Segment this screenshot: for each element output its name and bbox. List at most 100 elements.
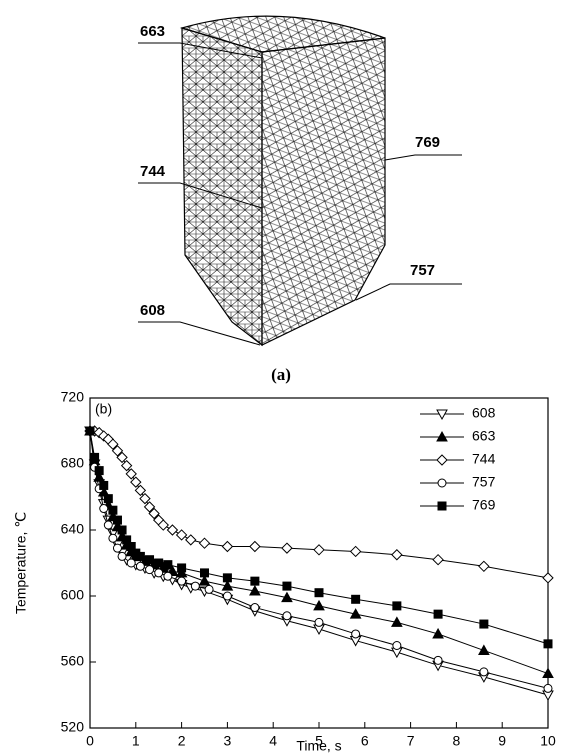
- marker: [191, 582, 199, 590]
- marker: [140, 494, 150, 504]
- marker: [314, 545, 324, 555]
- x-tick-label: 5: [315, 733, 323, 749]
- marker: [131, 477, 141, 487]
- y-tick-label: 560: [61, 653, 85, 669]
- marker: [205, 585, 213, 593]
- marker: [136, 562, 144, 570]
- legend: 608 663 744 757 769: [420, 405, 496, 513]
- marker: [135, 485, 145, 495]
- marker: [155, 559, 163, 567]
- marker: [393, 602, 401, 610]
- x-tick-label: 10: [540, 733, 556, 749]
- marker: [479, 645, 489, 654]
- marker: [437, 455, 447, 465]
- marker: [351, 546, 361, 556]
- leader-line: [356, 284, 462, 300]
- legend-label: 757: [472, 474, 496, 490]
- marker: [315, 589, 323, 597]
- y-tick-label: 720: [61, 389, 85, 405]
- marker: [544, 640, 552, 648]
- marker: [200, 576, 210, 585]
- node-label: 744: [140, 163, 166, 180]
- marker: [393, 642, 401, 650]
- marker: [146, 566, 154, 574]
- marker: [100, 481, 108, 489]
- marker: [315, 618, 323, 626]
- marker: [283, 582, 291, 590]
- marker: [223, 574, 231, 582]
- marker: [104, 521, 112, 529]
- legend-label: 769: [472, 497, 496, 513]
- marker: [91, 453, 99, 461]
- marker: [222, 542, 232, 552]
- node-label: 608: [140, 302, 165, 319]
- y-tick-label: 640: [61, 521, 85, 537]
- node-label: 757: [410, 262, 435, 279]
- marker: [283, 612, 291, 620]
- marker: [201, 569, 209, 577]
- leader-line: [385, 155, 462, 160]
- marker: [155, 569, 163, 577]
- marker: [146, 556, 154, 564]
- mesh-left-face: [182, 28, 262, 345]
- marker: [479, 561, 489, 571]
- page: {"diagram": {"caption": "(a)", "node_lab…: [0, 0, 562, 755]
- marker: [178, 577, 186, 585]
- mesh-right-face: [262, 38, 385, 345]
- marker: [136, 552, 144, 560]
- marker: [223, 592, 231, 600]
- y-tick-label: 600: [61, 587, 85, 603]
- x-tick-label: 4: [269, 733, 277, 749]
- y-axis-label: Temperature, ℃: [13, 512, 29, 614]
- legend-label: 608: [472, 405, 496, 421]
- marker: [164, 561, 172, 569]
- node-label: 663: [140, 23, 165, 40]
- marker: [433, 555, 443, 565]
- marker: [543, 669, 553, 678]
- marker: [392, 550, 402, 560]
- x-tick-label: 9: [498, 733, 506, 749]
- marker: [282, 543, 292, 553]
- marker: [118, 526, 126, 534]
- marker: [167, 525, 177, 535]
- marker: [178, 564, 186, 572]
- marker: [480, 668, 488, 676]
- x-tick-label: 7: [407, 733, 415, 749]
- caption: (a): [271, 365, 291, 384]
- marker: [480, 620, 488, 628]
- legend-label: 663: [472, 428, 496, 444]
- marker: [251, 577, 259, 585]
- marker: [113, 516, 121, 524]
- marker: [186, 535, 196, 545]
- marker: [122, 461, 132, 471]
- marker: [109, 506, 117, 514]
- marker: [250, 542, 260, 552]
- x-tick-label: 6: [361, 733, 369, 749]
- x-tick-label: 1: [132, 733, 140, 749]
- y-tick-label: 680: [61, 455, 85, 471]
- marker: [352, 630, 360, 638]
- marker: [164, 572, 172, 580]
- marker: [544, 684, 552, 692]
- marker: [352, 595, 360, 603]
- y-tick-label: 520: [61, 719, 85, 735]
- marker: [113, 544, 121, 552]
- marker: [177, 530, 187, 540]
- legend-label: 744: [472, 451, 496, 467]
- marker: [104, 495, 112, 503]
- marker: [127, 559, 135, 567]
- marker: [200, 538, 210, 548]
- marker: [251, 604, 259, 612]
- x-tick-label: 8: [453, 733, 461, 749]
- marker: [126, 469, 136, 479]
- marker: [109, 534, 117, 542]
- x-tick-label: 2: [178, 733, 186, 749]
- marker: [434, 610, 442, 618]
- marker: [543, 573, 553, 583]
- x-tick-label: 3: [224, 733, 232, 749]
- marker: [95, 467, 103, 475]
- x-tick-label: 0: [86, 733, 94, 749]
- marker: [438, 479, 446, 487]
- marker: [86, 427, 94, 435]
- marker: [118, 552, 126, 560]
